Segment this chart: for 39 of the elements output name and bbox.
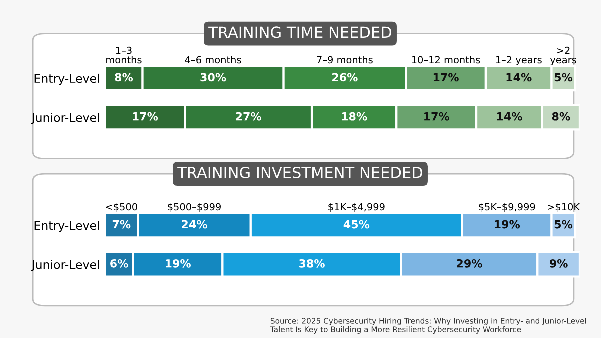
data-label: 6% [110,259,128,268]
y-tick-label: Entry-Level [34,220,100,232]
chart-title: TRAINING INVESTMENT NEEDED [178,166,422,179]
chart-title: TRAINING TIME NEEDED [208,26,392,38]
data-label: 14% [497,112,522,121]
series-label: >2 years [550,46,576,66]
series-label: 1–2 years [496,56,542,66]
data-label: 9% [550,259,568,268]
data-label: 38% [299,259,325,268]
y-tick-label: Junior-Level [31,113,100,124]
data-label: 18% [342,112,368,121]
series-label: 7–9 months [317,56,373,64]
data-label: 5% [554,220,573,229]
data-label: 19% [495,220,520,229]
y-tick-label: Junior-Level [31,260,100,272]
data-label: 8% [115,73,134,82]
series-label: <$500 [106,203,138,212]
data-label: 19% [166,259,191,268]
series-label: 1–3 months [106,46,142,64]
y-tick-label: Entry-Level [34,74,100,86]
data-label: 17% [434,73,459,82]
data-label: 24% [182,220,208,229]
data-label: 30% [200,73,226,82]
data-label: 27% [236,112,262,121]
data-label: 8% [552,112,570,121]
data-label: 45% [344,220,370,229]
data-label: 29% [457,259,482,268]
series-label: $500–$999 [168,203,221,212]
data-label: 5% [554,73,573,82]
series-label: 4–6 months [185,56,242,64]
series-label: >$10K [548,203,580,212]
series-label: $5K–$9,999 [479,203,536,212]
data-label: 17% [424,112,450,121]
data-label: 14% [506,73,532,82]
data-label: 17% [133,112,158,121]
series-label: $1K–$4,999 [328,203,385,212]
data-label: 26% [332,73,358,82]
series-label: 10–12 months [412,56,480,64]
data-label: 7% [112,220,131,229]
